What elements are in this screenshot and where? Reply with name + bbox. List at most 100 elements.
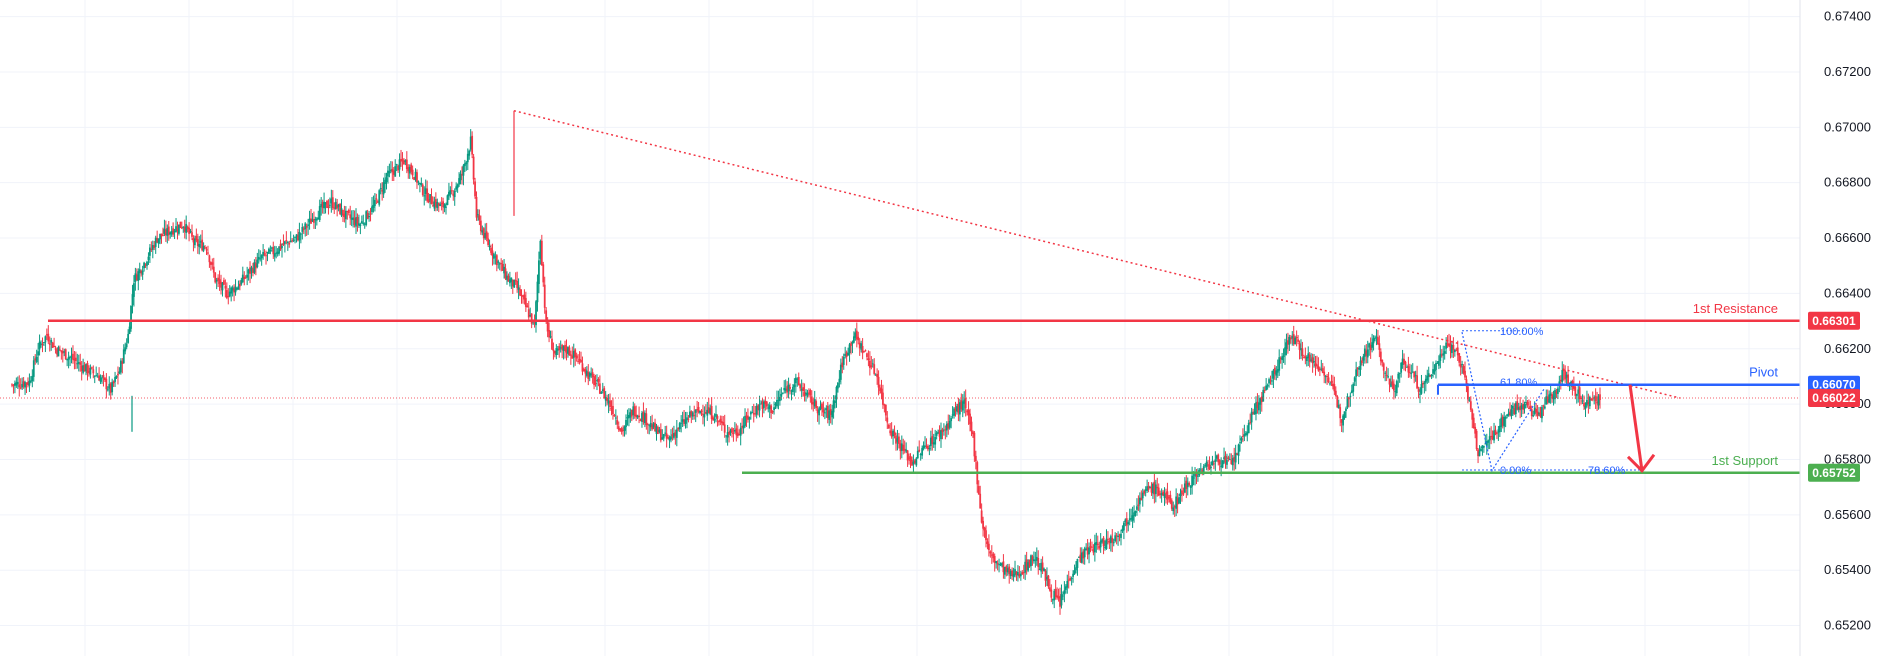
candle-body: [1385, 374, 1388, 376]
price-tag-text-pivot: 0.66070: [1812, 378, 1856, 392]
candle-body: [1092, 549, 1095, 553]
candle-body: [1259, 398, 1262, 405]
candle-body: [1038, 568, 1041, 570]
candle-body: [1397, 373, 1400, 379]
candle-body: [536, 281, 539, 303]
candle-body: [227, 295, 230, 297]
candle-body: [343, 213, 346, 218]
candle-body: [889, 430, 892, 434]
candle-body: [1188, 483, 1191, 486]
candle-body: [993, 555, 996, 563]
candle-body: [1506, 414, 1509, 417]
candle-body: [800, 388, 803, 391]
candle-body: [543, 284, 546, 308]
candle-body: [1520, 405, 1523, 410]
candle-body: [160, 233, 163, 237]
candle-body: [170, 231, 173, 235]
candle-body: [278, 246, 280, 254]
candle-body: [593, 376, 595, 386]
candle-body: [1423, 382, 1426, 384]
candle-body: [1555, 391, 1558, 394]
candle-body: [47, 333, 50, 342]
candle-body: [336, 204, 339, 209]
candle-body: [198, 243, 201, 248]
candle-body: [54, 348, 57, 350]
candle-body: [462, 165, 465, 176]
candle-body: [990, 554, 993, 556]
candle-body: [657, 427, 659, 434]
candle-body: [1077, 556, 1080, 558]
support-label: 1st Support: [1712, 453, 1779, 468]
candle-body: [1320, 368, 1323, 370]
candle-body: [1150, 486, 1153, 493]
fib-zigzag: [1461, 332, 1546, 473]
candle-body: [1597, 396, 1600, 406]
candle-body: [1363, 348, 1366, 357]
trendline[interactable]: [513, 109, 1681, 399]
candle-body: [106, 389, 109, 391]
candle-body: [1345, 408, 1347, 411]
candle-body: [1147, 486, 1150, 490]
candle-body: [125, 343, 128, 348]
candle-body: [902, 444, 905, 451]
candle-body: [1575, 393, 1578, 396]
candle-body: [305, 226, 308, 228]
candle-body: [1040, 562, 1043, 572]
candle-body: [1557, 388, 1559, 394]
candle-body: [69, 356, 71, 358]
candle-body: [744, 416, 746, 426]
candle-body: [850, 343, 852, 346]
candle-body: [111, 381, 114, 393]
candle-body: [755, 405, 758, 415]
candle-body: [315, 218, 318, 221]
candle-body: [524, 298, 527, 307]
candle-body: [418, 183, 421, 185]
candle-body: [884, 404, 887, 416]
candle-body: [561, 345, 564, 350]
candle-body: [680, 422, 683, 424]
candle-body: [446, 195, 449, 206]
candle-body: [1066, 580, 1069, 588]
candle-body: [1333, 384, 1336, 392]
candle-body: [504, 268, 507, 279]
candle-body: [72, 353, 74, 360]
candle-body: [205, 249, 208, 251]
candle-body: [455, 186, 458, 190]
price-axis[interactable]: 0.67400 0.67200 0.67000 0.66800 0.66600 0.664…: [1824, 9, 1871, 633]
candle-body: [963, 399, 966, 404]
candle-body: [893, 431, 896, 436]
candle-body: [912, 461, 915, 465]
candle-body: [254, 263, 257, 269]
candle-body: [487, 238, 490, 245]
candle-body: [1289, 337, 1292, 340]
candle-body: [675, 429, 678, 438]
candle-body: [956, 406, 958, 412]
candle-body: [1549, 393, 1552, 396]
candle-body: [96, 376, 99, 378]
candle-body: [1163, 493, 1166, 499]
candle-body: [629, 412, 632, 418]
candle-body: [1567, 374, 1569, 386]
candle-body: [625, 419, 627, 428]
candle-body: [167, 226, 170, 236]
candle-body: [1271, 380, 1273, 382]
candle-body: [718, 421, 720, 423]
candle-body: [1182, 493, 1185, 495]
candle-body: [517, 287, 520, 290]
candle-body: [1043, 568, 1045, 572]
candle-body: [400, 158, 402, 162]
candle-body: [301, 226, 304, 232]
candle-body: [314, 219, 317, 221]
candle-body: [829, 409, 832, 415]
candle-body: [1005, 566, 1008, 572]
candle-body: [1098, 545, 1101, 549]
candle-body: [459, 173, 462, 181]
candle-body: [112, 381, 115, 384]
candle-body: [523, 294, 526, 300]
candle-body: [246, 274, 249, 278]
candle-body: [808, 392, 810, 394]
candle-body: [407, 167, 410, 172]
candle-body: [265, 255, 267, 257]
candle-body: [1044, 570, 1047, 581]
